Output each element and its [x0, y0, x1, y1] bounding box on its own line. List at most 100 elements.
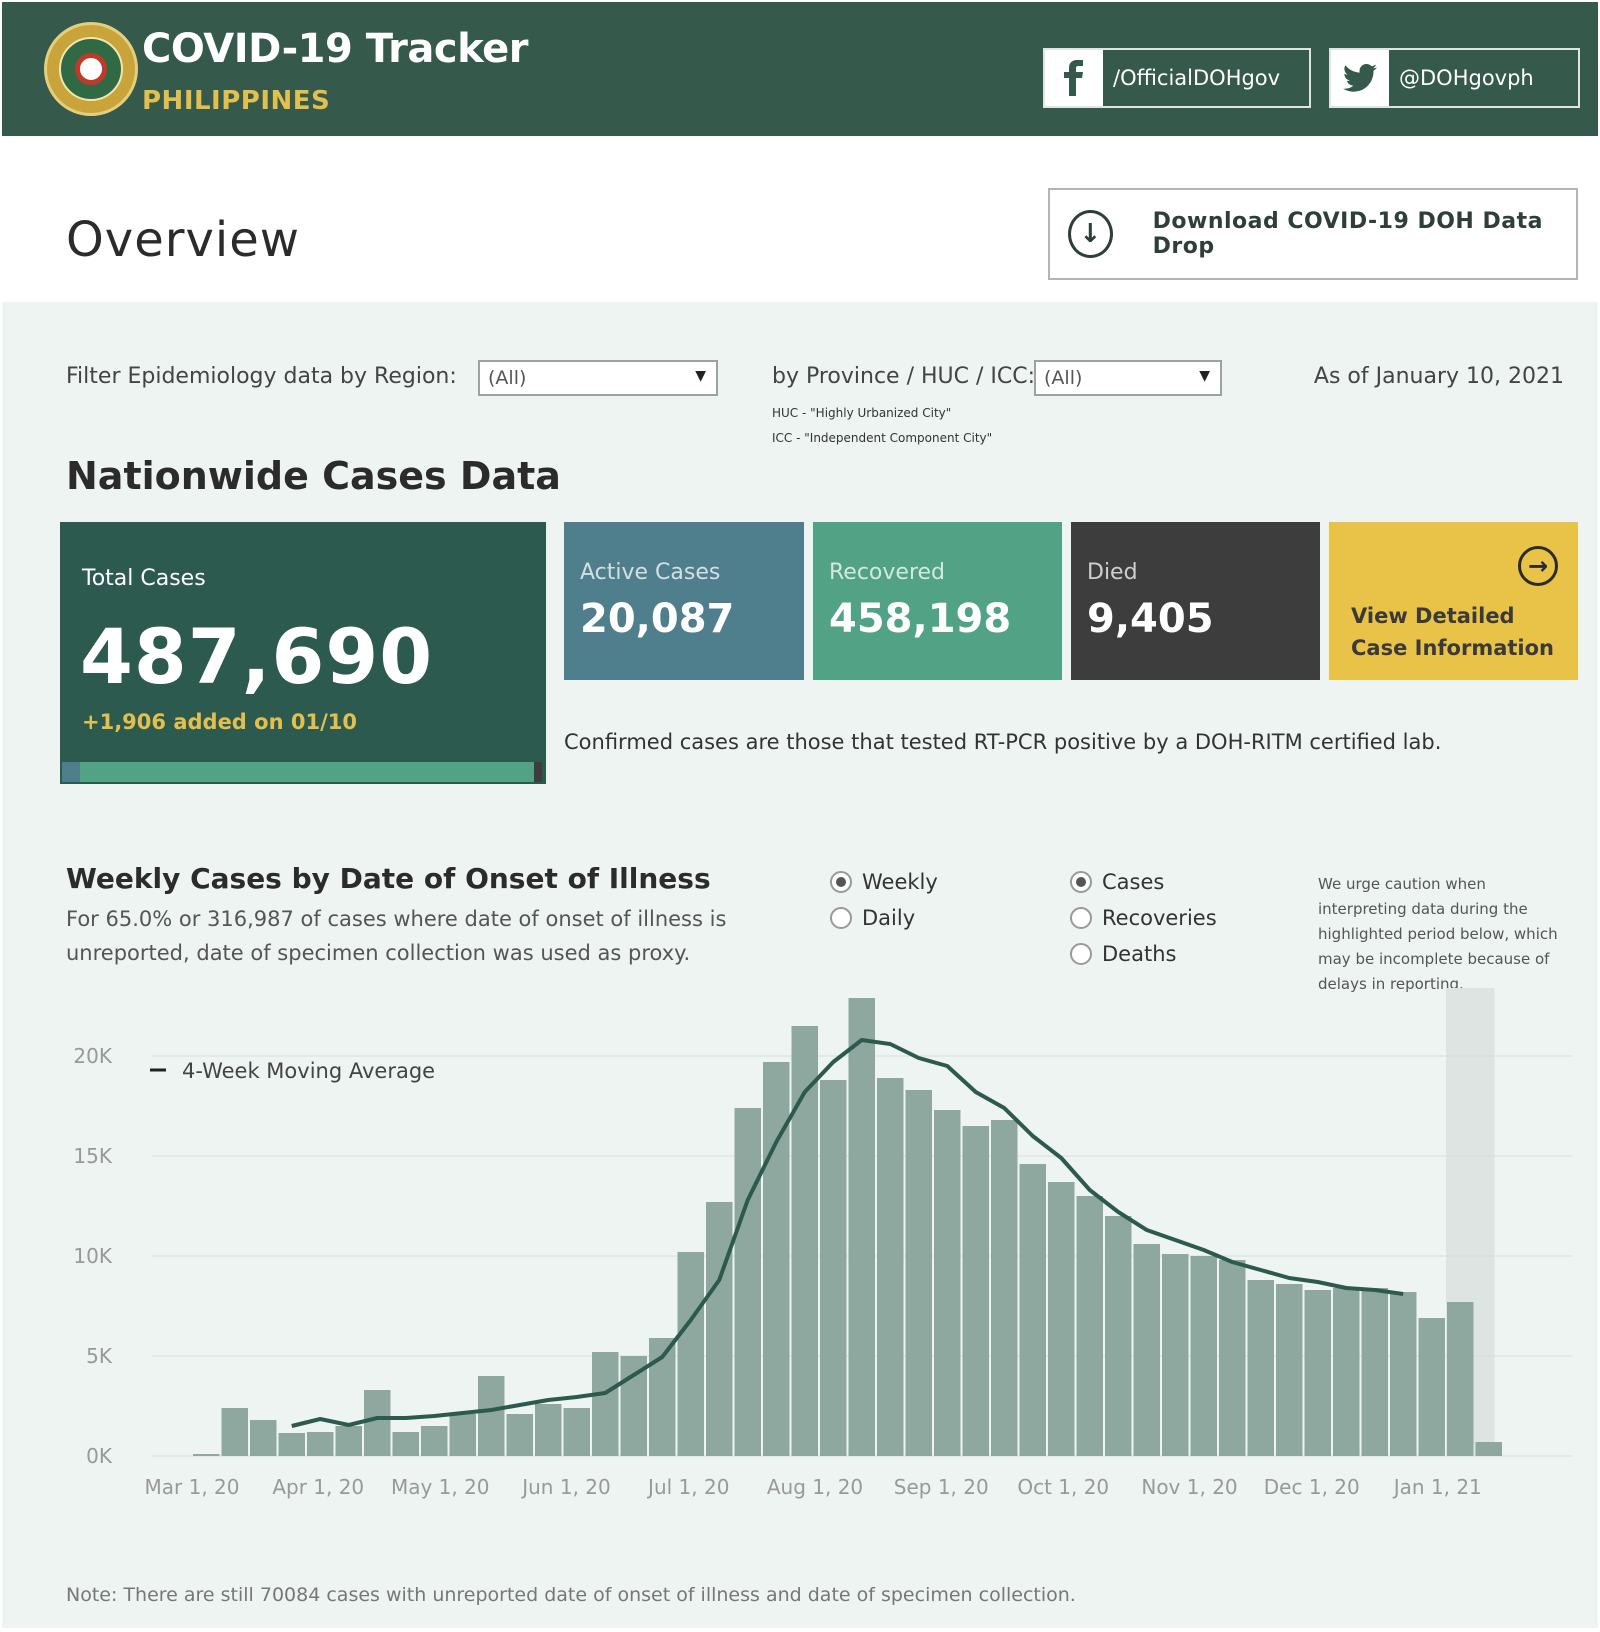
facebook-link[interactable]: /OfficialDOHgov [1043, 48, 1311, 108]
y-tick-label: 10K [73, 1244, 112, 1268]
doh-seal-logo [44, 22, 138, 116]
active-segment [62, 762, 80, 782]
arrow-right-icon: → [1518, 546, 1558, 586]
radio-deaths-label: Deaths [1102, 942, 1177, 966]
chart-bar [1162, 1254, 1189, 1456]
chart-bar [1247, 1280, 1274, 1456]
chart-bar [1390, 1292, 1417, 1456]
chart-bar [535, 1404, 562, 1456]
total-cases-value: 487,690 [80, 612, 434, 701]
y-tick-label: 5K [86, 1344, 113, 1368]
radio-button-icon [830, 907, 852, 929]
download-icon: ↓ [1068, 210, 1113, 258]
radio-weekly[interactable]: Weekly [830, 870, 938, 894]
detail-line-2: Case Information [1351, 636, 1554, 660]
chart-bar [1105, 1216, 1132, 1456]
chart-description: For 65.0% or 316,987 of cases where date… [66, 907, 727, 965]
chart-bar [734, 1108, 761, 1456]
app-subtitle: PHILIPPINES [142, 86, 331, 116]
province-select[interactable]: (All) ▼ [1034, 360, 1222, 396]
app-header: COVID-19 Tracker PHILIPPINES /OfficialDO… [2, 2, 1598, 136]
chart-bar [478, 1376, 505, 1456]
x-tick-label: Apr 1, 20 [272, 1475, 364, 1499]
x-tick-label: Sep 1, 20 [894, 1475, 989, 1499]
chart-bar [877, 1078, 904, 1456]
x-tick-label: Nov 1, 20 [1141, 1475, 1237, 1499]
died-segment [534, 762, 542, 782]
download-data-drop-button[interactable]: ↓ Download COVID-19 DOH Data Drop [1048, 188, 1578, 280]
chart-bar [449, 1414, 476, 1456]
main-panel: Filter Epidemiology data by Region: (All… [2, 302, 1598, 1628]
radio-button-icon [1070, 907, 1092, 929]
overview-bar: Overview ↓ Download COVID-19 DOH Data Dr… [2, 136, 1598, 302]
recovered-card: Recovered 458,198 [813, 522, 1062, 680]
chart-bar [905, 1090, 932, 1456]
x-tick-label: May 1, 20 [391, 1475, 490, 1499]
chart-bar [1475, 1442, 1502, 1456]
chart-bar [335, 1426, 362, 1456]
total-cases-added: +1,906 added on 01/10 [82, 710, 357, 734]
chart-bar [221, 1408, 248, 1456]
x-tick-label: Oct 1, 20 [1017, 1475, 1109, 1499]
chart-bar [1276, 1284, 1303, 1456]
view-detailed-case-button[interactable]: → View Detailed Case Information [1329, 522, 1578, 680]
chart-bar [677, 1252, 704, 1456]
chart-bar [421, 1426, 448, 1456]
page-title: Overview [66, 212, 300, 268]
as-of-date: As of January 10, 2021 [1313, 364, 1564, 389]
active-cases-label: Active Cases [580, 560, 721, 585]
x-tick-label: Aug 1, 20 [767, 1475, 863, 1499]
chart-bar [563, 1408, 590, 1456]
chart-bar [1133, 1244, 1160, 1456]
died-value: 9,405 [1087, 596, 1214, 642]
radio-button-icon [830, 871, 852, 893]
nationwide-title: Nationwide Cases Data [66, 454, 561, 498]
chart-bar [1219, 1260, 1246, 1456]
y-tick-label: 20K [73, 1044, 112, 1068]
region-select[interactable]: (All) ▼ [478, 360, 718, 396]
radio-daily[interactable]: Daily [830, 906, 915, 930]
chart-bar [934, 1110, 961, 1456]
recovered-value: 458,198 [829, 596, 1012, 642]
chart-bar [848, 998, 875, 1456]
x-tick-label: Mar 1, 20 [145, 1475, 240, 1499]
chart-bar [1361, 1288, 1388, 1456]
moving-average-line [291, 1038, 1404, 1428]
chart-bar [250, 1420, 277, 1456]
radio-cases[interactable]: Cases [1070, 870, 1164, 894]
total-cases-card: Total Cases 487,690 +1,906 added on 01/1… [60, 522, 546, 784]
chart-bar [991, 1120, 1018, 1456]
dropdown-arrow-icon: ▼ [695, 368, 706, 384]
chart-bar [1333, 1288, 1360, 1456]
chart-bar [962, 1126, 989, 1456]
y-tick-label: 15K [73, 1144, 112, 1168]
x-tick-label: Dec 1, 20 [1264, 1475, 1360, 1499]
y-tick-label: 0K [86, 1444, 113, 1468]
chart-footnote: Note: There are still 70084 cases with u… [66, 1584, 1076, 1606]
cases-breakdown-bar [62, 762, 542, 782]
radio-button-icon [1070, 943, 1092, 965]
x-tick-label: Jan 1, 21 [1392, 1475, 1482, 1499]
radio-deaths[interactable]: Deaths [1070, 942, 1176, 966]
huc-note: HUC - "Highly Urbanized City" [772, 406, 952, 420]
twitter-link[interactable]: @DOHgovph [1329, 48, 1580, 108]
chart-bar [506, 1414, 533, 1456]
radio-recoveries[interactable]: Recoveries [1070, 906, 1217, 930]
facebook-handle: /OfficialDOHgov [1113, 66, 1281, 90]
chart-bar [1418, 1318, 1445, 1456]
chart-bar [1019, 1164, 1046, 1456]
dropdown-arrow-icon: ▼ [1199, 368, 1210, 384]
province-select-value: (All) [1044, 367, 1083, 389]
download-button-label: Download COVID-19 DOH Data Drop [1152, 209, 1543, 259]
x-tick-label: Jul 1, 20 [646, 1475, 729, 1499]
chart-bar [820, 1080, 847, 1456]
chart-bar [1304, 1290, 1331, 1456]
chart-bar [592, 1352, 619, 1456]
confirmed-cases-note: Confirmed cases are those that tested RT… [564, 730, 1442, 754]
facebook-icon [1045, 50, 1103, 106]
region-select-value: (All) [488, 367, 527, 389]
chart-bar [364, 1390, 391, 1456]
radio-button-icon [1070, 871, 1092, 893]
radio-cases-label: Cases [1102, 870, 1165, 894]
chart-bar [392, 1432, 419, 1456]
